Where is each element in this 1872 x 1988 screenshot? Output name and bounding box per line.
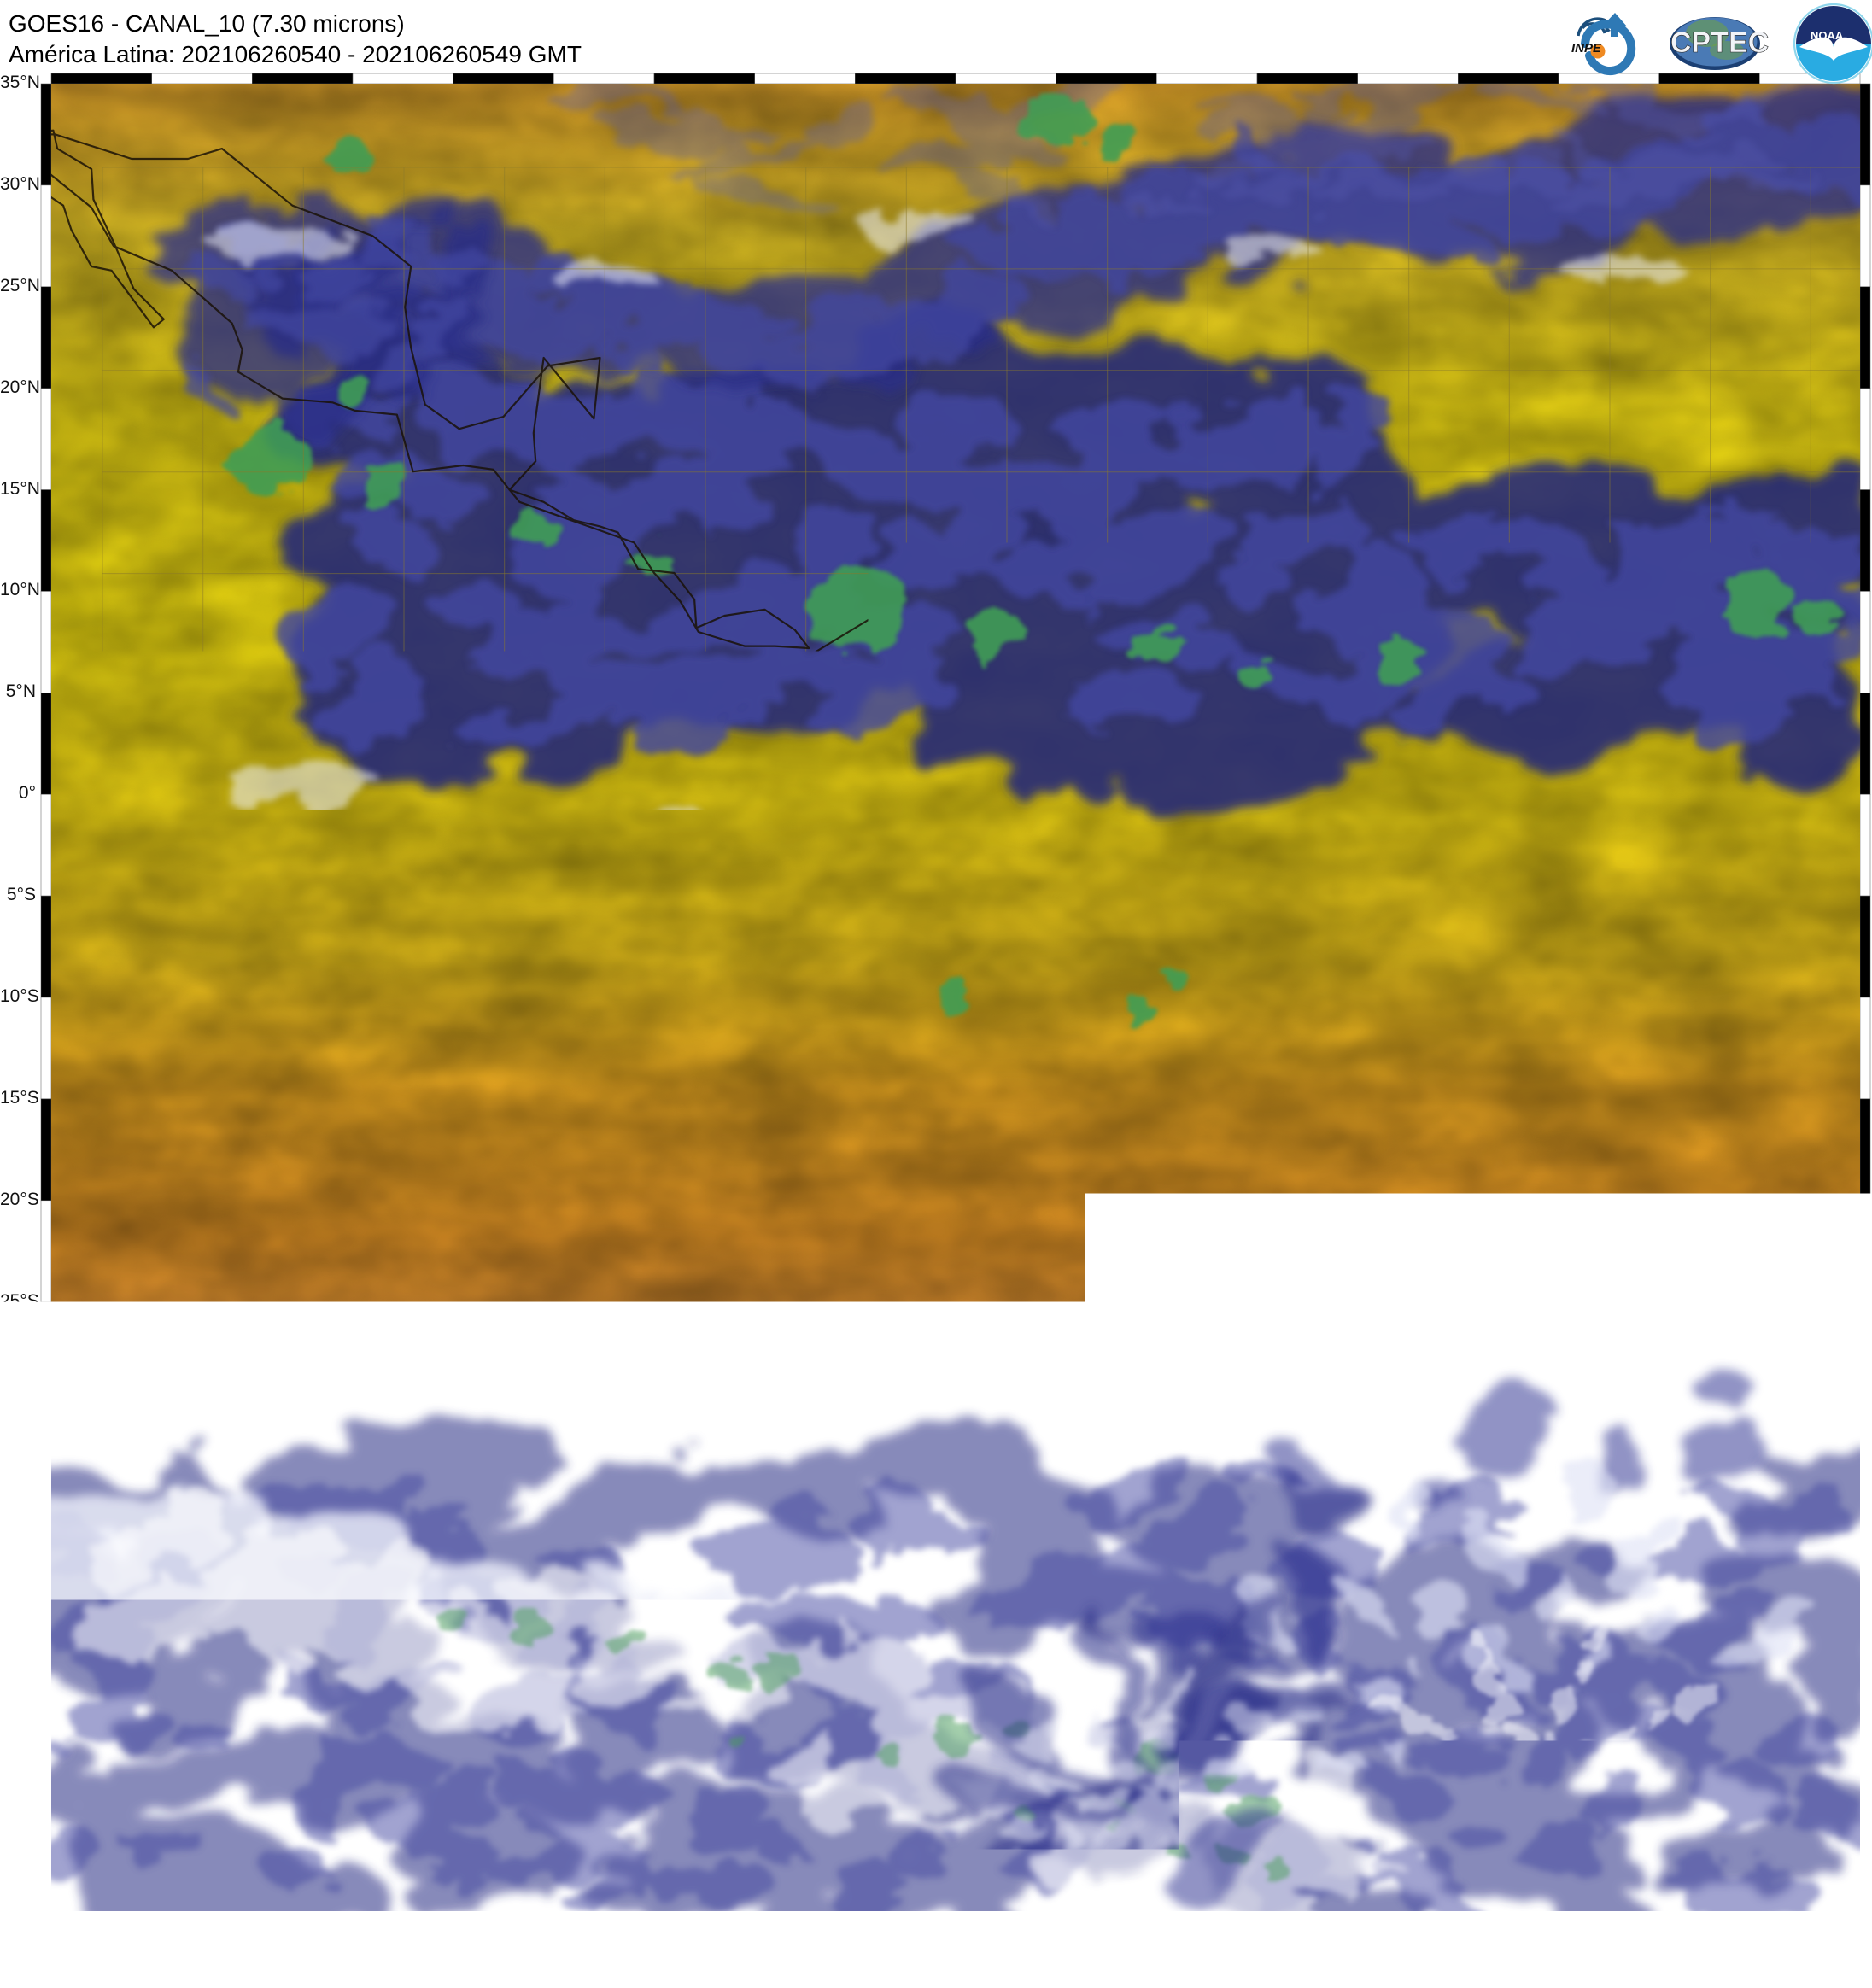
svg-text:CPTEC: CPTEC [1670, 26, 1769, 59]
svg-text:NOAA: NOAA [1811, 29, 1844, 42]
svg-text:INPE: INPE [1571, 41, 1602, 56]
